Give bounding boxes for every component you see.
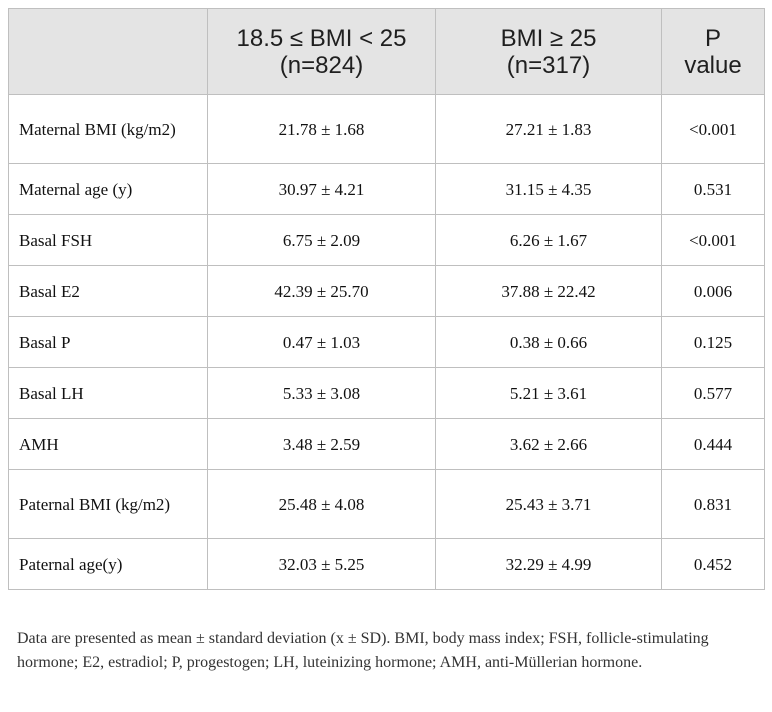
row-label: Maternal BMI (kg/m2) — [8, 94, 208, 164]
table-header: 18.5 ≤ BMI < 25 (n=824) BMI ≥ 25 (n=317)… — [8, 8, 765, 95]
header-row: 18.5 ≤ BMI < 25 (n=824) BMI ≥ 25 (n=317)… — [8, 8, 765, 95]
table-row: Basal P 0.47 ± 1.03 0.38 ± 0.66 0.125 — [8, 316, 765, 368]
header-cell-normal-bmi: 18.5 ≤ BMI < 25 (n=824) — [207, 8, 436, 95]
p-value: <0.001 — [661, 214, 765, 266]
normal-bmi-value: 5.33 ± 3.08 — [207, 367, 436, 419]
p-value: 0.452 — [661, 538, 765, 590]
normal-bmi-value: 30.97 ± 4.21 — [207, 163, 436, 215]
p-value: 0.831 — [661, 469, 765, 539]
table-footnote: Data are presented as mean ± standard de… — [17, 630, 709, 671]
header-normal-line-1: 18.5 ≤ BMI < 25 — [236, 24, 407, 52]
row-label: Paternal BMI (kg/m2) — [8, 469, 208, 539]
p-value: 0.444 — [661, 418, 765, 470]
high-bmi-value: 5.21 ± 3.61 — [435, 367, 662, 419]
normal-bmi-value: 32.03 ± 5.25 — [207, 538, 436, 590]
row-label: Paternal age(y) — [8, 538, 208, 590]
p-value: 0.006 — [661, 265, 765, 317]
high-bmi-value: 27.21 ± 1.83 — [435, 94, 662, 164]
high-bmi-value: 3.62 ± 2.66 — [435, 418, 662, 470]
row-label: Basal E2 — [8, 265, 208, 317]
p-value: 0.531 — [661, 163, 765, 215]
row-label: AMH — [8, 418, 208, 470]
p-value: 0.577 — [661, 367, 765, 419]
header-p-line-2: value — [684, 51, 742, 79]
row-label: Basal FSH — [8, 214, 208, 266]
table-row: Maternal age (y) 30.97 ± 4.21 31.15 ± 4.… — [8, 163, 765, 215]
table-row: Basal LH 5.33 ± 3.08 5.21 ± 3.61 0.577 — [8, 367, 765, 419]
header-normal-line-2: (n=824) — [279, 51, 364, 79]
high-bmi-value: 25.43 ± 3.71 — [435, 469, 662, 539]
high-bmi-value: 32.29 ± 4.99 — [435, 538, 662, 590]
high-bmi-value: 0.38 ± 0.66 — [435, 316, 662, 368]
normal-bmi-value: 6.75 ± 2.09 — [207, 214, 436, 266]
header-cell-label — [8, 8, 208, 95]
normal-bmi-value: 25.48 ± 4.08 — [207, 469, 436, 539]
normal-bmi-value: 42.39 ± 25.70 — [207, 265, 436, 317]
table-row: Basal E2 42.39 ± 25.70 37.88 ± 22.42 0.0… — [8, 265, 765, 317]
table-row: AMH 3.48 ± 2.59 3.62 ± 2.66 0.444 — [8, 418, 765, 470]
row-label: Basal P — [8, 316, 208, 368]
high-bmi-value: 6.26 ± 1.67 — [435, 214, 662, 266]
data-table: 18.5 ≤ BMI < 25 (n=824) BMI ≥ 25 (n=317)… — [8, 8, 765, 590]
table-row: Paternal age(y) 32.03 ± 5.25 32.29 ± 4.9… — [8, 538, 765, 590]
table-row: Basal FSH 6.75 ± 2.09 6.26 ± 1.67 <0.001 — [8, 214, 765, 266]
header-cell-high-bmi: BMI ≥ 25 (n=317) — [435, 8, 662, 95]
header-high-line-1: BMI ≥ 25 — [500, 24, 597, 52]
normal-bmi-value: 3.48 ± 2.59 — [207, 418, 436, 470]
row-label: Maternal age (y) — [8, 163, 208, 215]
row-label: Basal LH — [8, 367, 208, 419]
table-row: Paternal BMI (kg/m2) 25.48 ± 4.08 25.43 … — [8, 469, 765, 539]
normal-bmi-value: 0.47 ± 1.03 — [207, 316, 436, 368]
header-cell-p-value: P value — [661, 8, 765, 95]
normal-bmi-value: 21.78 ± 1.68 — [207, 94, 436, 164]
table-body: Maternal BMI (kg/m2) 21.78 ± 1.68 27.21 … — [8, 94, 765, 590]
high-bmi-value: 31.15 ± 4.35 — [435, 163, 662, 215]
header-p-line-1: P — [704, 24, 721, 52]
header-high-line-2: (n=317) — [506, 51, 591, 79]
p-value: 0.125 — [661, 316, 765, 368]
p-value: <0.001 — [661, 94, 765, 164]
high-bmi-value: 37.88 ± 22.42 — [435, 265, 662, 317]
table-row: Maternal BMI (kg/m2) 21.78 ± 1.68 27.21 … — [8, 94, 765, 164]
